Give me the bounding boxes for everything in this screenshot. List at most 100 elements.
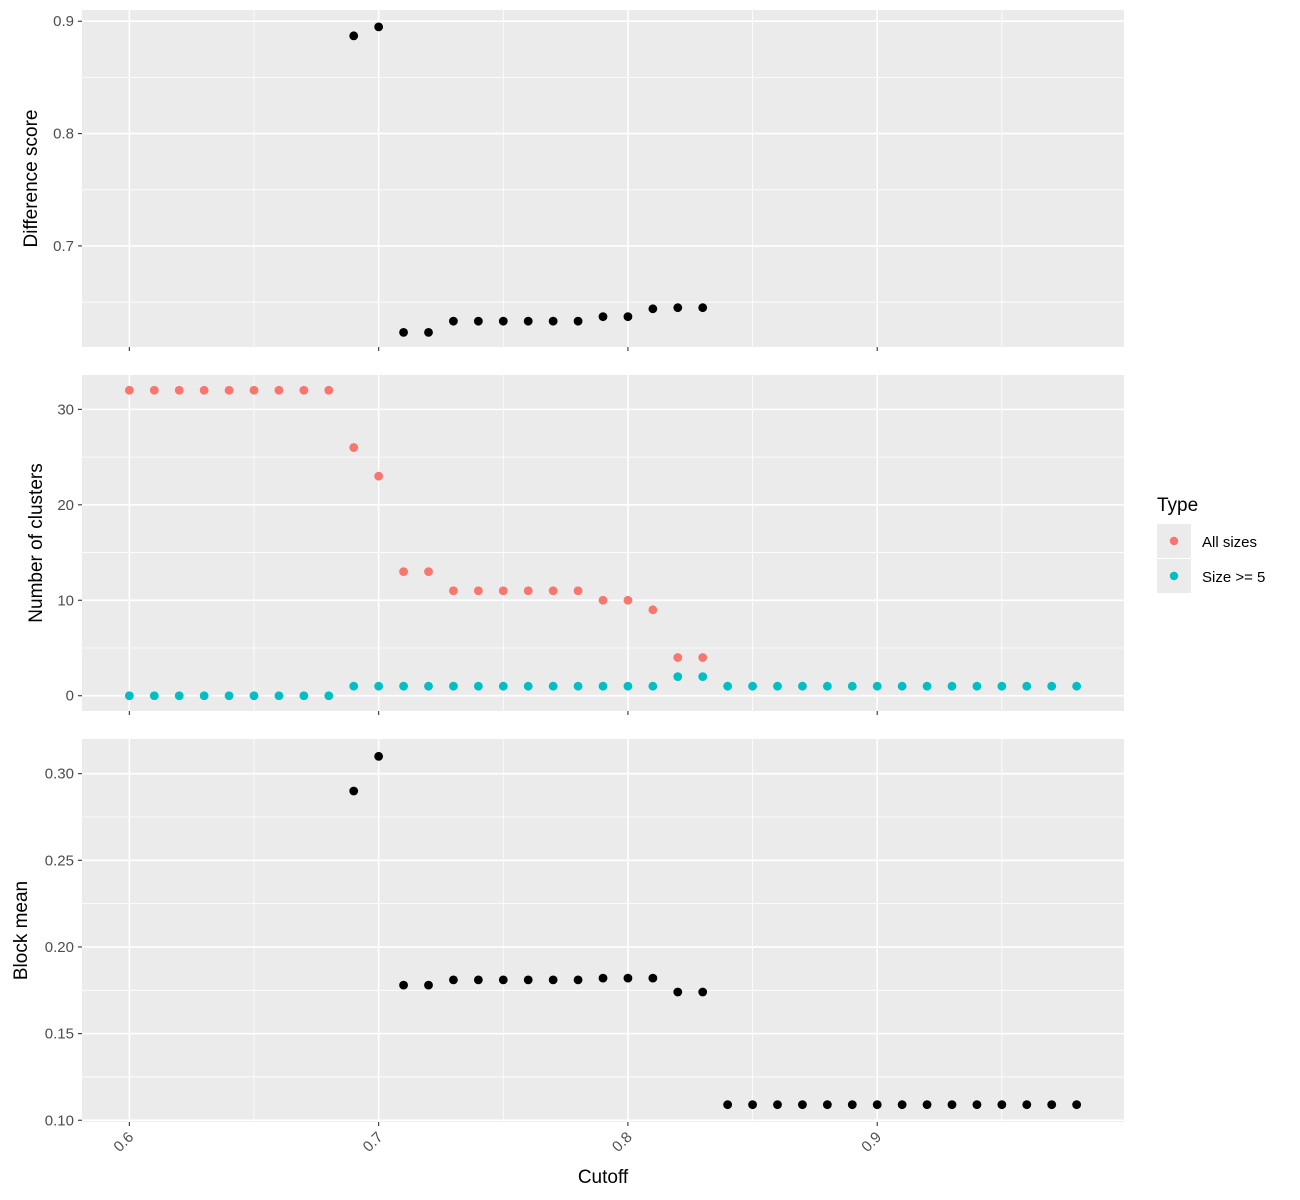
panel-background (82, 739, 1124, 1122)
data-point (723, 681, 733, 691)
data-point (374, 681, 384, 691)
y-tick-label: 0.9 (53, 13, 74, 30)
data-point (498, 681, 508, 691)
data-point (598, 681, 608, 691)
data-point (424, 327, 433, 337)
data-point (698, 303, 708, 313)
data-point (199, 691, 209, 701)
data-point (349, 31, 359, 41)
legend-title: Type (1157, 495, 1198, 516)
data-point (199, 385, 209, 395)
y-axis-title: Difference score (21, 110, 42, 248)
data-point (623, 681, 633, 691)
y-tick-label: 10 (57, 592, 74, 609)
data-point (573, 975, 583, 985)
data-point (349, 681, 359, 691)
data-point (349, 443, 359, 452)
legend-dot-size-ge-5 (1169, 571, 1179, 581)
data-point (399, 681, 408, 691)
data-point (598, 595, 608, 605)
data-point (872, 681, 882, 691)
data-point (498, 975, 508, 985)
legend-label-size-ge-5: Size >= 5 (1202, 569, 1265, 586)
data-point (324, 691, 334, 701)
data-point (748, 1100, 757, 1110)
data-point (922, 1100, 932, 1110)
data-point (673, 653, 683, 662)
data-point (673, 987, 683, 997)
data-point (922, 681, 932, 691)
data-point (773, 681, 782, 691)
data-point (623, 312, 633, 322)
data-point (424, 681, 433, 691)
y-tick-label: 0.7 (53, 238, 74, 255)
data-point (249, 385, 259, 395)
data-point (773, 1100, 782, 1110)
y-tick-label: 30 (57, 401, 74, 418)
data-point (299, 691, 309, 701)
data-point (424, 567, 433, 577)
data-point (947, 681, 957, 691)
data-point (548, 681, 558, 691)
data-point (149, 691, 159, 701)
data-point (573, 586, 583, 596)
y-axis-title: Number of clusters (26, 463, 47, 622)
data-point (897, 681, 907, 691)
data-point (374, 471, 384, 481)
data-point (673, 303, 683, 313)
data-point (1072, 681, 1082, 691)
y-tick-label: 0.20 (45, 939, 74, 956)
series-size-5 (124, 672, 1082, 701)
data-point (972, 1100, 982, 1110)
data-point (847, 681, 857, 691)
data-point (449, 316, 458, 326)
series-block-mean (349, 751, 1082, 1110)
data-point (648, 304, 658, 314)
y-tick-label: 0 (66, 688, 74, 705)
data-point (449, 586, 458, 596)
y-axis-title: Block mean (11, 881, 32, 980)
y-tick-label: 0.25 (45, 852, 74, 869)
panel-background (82, 10, 1124, 347)
data-point (473, 681, 483, 691)
data-point (424, 980, 433, 990)
y-tick-label: 20 (57, 497, 74, 514)
data-point (249, 691, 259, 701)
data-point (174, 385, 184, 395)
x-tick-label: 0.9 (858, 1129, 885, 1156)
data-point (723, 1100, 733, 1110)
data-point (124, 691, 134, 701)
legend-label-all-sizes: All sizes (1202, 534, 1257, 551)
legend-dot-all-sizes (1169, 536, 1179, 546)
data-point (399, 567, 408, 577)
data-point (498, 586, 508, 596)
data-point (399, 327, 408, 337)
x-axis-title: Cutoff (578, 1167, 629, 1188)
x-tick-label: 0.7 (360, 1129, 387, 1156)
data-point (1022, 681, 1032, 691)
x-tick-label: 0.6 (110, 1129, 137, 1156)
data-point (798, 1100, 807, 1110)
data-point (449, 975, 458, 985)
data-point (374, 751, 384, 761)
panel-blockmean: 0.10 0.15 0.20 0.25 0.30 Block mean (11, 739, 1124, 1129)
series-all-sizes (124, 385, 708, 662)
data-point (523, 316, 533, 326)
data-point (698, 987, 708, 997)
data-point (822, 1100, 832, 1110)
data-point (274, 385, 284, 395)
y-tick-label: 0.10 (45, 1112, 74, 1129)
data-point (498, 316, 508, 326)
data-point (374, 22, 384, 32)
data-point (573, 681, 583, 691)
x-tick-label: 0.8 (609, 1129, 636, 1156)
data-point (798, 681, 807, 691)
data-point (698, 672, 708, 682)
data-point (598, 973, 608, 983)
data-point (822, 681, 832, 691)
y-tick-label: 0.8 (53, 126, 74, 143)
data-point (573, 316, 583, 326)
data-point (473, 975, 483, 985)
data-point (349, 786, 359, 796)
